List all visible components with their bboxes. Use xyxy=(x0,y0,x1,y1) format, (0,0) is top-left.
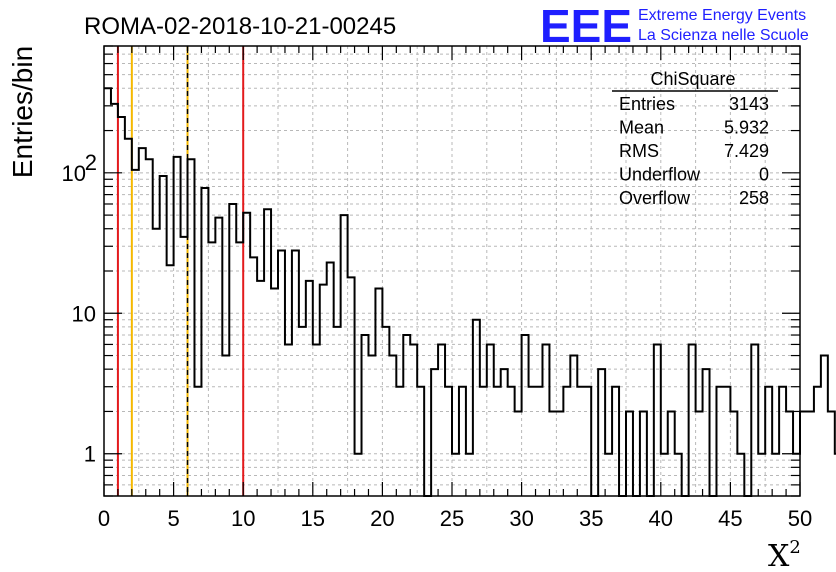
x-tick-label: 10 xyxy=(231,506,255,531)
stats-row-value: 0 xyxy=(759,165,769,185)
x-axis-title-base: X xyxy=(768,539,790,572)
y-tick-label: 10 xyxy=(72,301,96,326)
stats-row-value: 258 xyxy=(739,188,769,208)
x-tick-label: 40 xyxy=(649,506,673,531)
histogram-outline xyxy=(104,87,836,497)
x-tick-label: 5 xyxy=(167,506,179,531)
eee-logo: EEE Extreme Energy Events La Scienza nel… xyxy=(540,0,809,52)
x-tick-label: 30 xyxy=(509,506,533,531)
chart-title: ROMA-02-2018-10-21-00245 xyxy=(84,13,396,40)
stats-row-value: 5.932 xyxy=(724,118,769,138)
y-tick-label: 1 xyxy=(84,442,96,467)
y-tick-label-exponent: 2 xyxy=(85,150,97,175)
stats-row-value: 3143 xyxy=(729,94,769,114)
y-tick-label: 10 xyxy=(62,161,86,186)
y-axis-title: Entries/bin xyxy=(7,46,38,178)
x-tick-label: 35 xyxy=(579,506,603,531)
x-tick-label: 45 xyxy=(718,506,742,531)
x-axis-title-superscript: 2 xyxy=(789,537,800,558)
logo-line-2: La Scienza nelle Scuole xyxy=(638,27,809,44)
x-tick-label: 50 xyxy=(788,506,812,531)
stats-row-label: Underflow xyxy=(619,165,701,185)
x-tick-label: 20 xyxy=(370,506,394,531)
marker-lines xyxy=(116,46,245,496)
stats-row-value: 7.429 xyxy=(724,141,769,161)
logo-line-1: Extreme Energy Events xyxy=(638,7,806,24)
stats-row-label: Mean xyxy=(619,118,664,138)
x-tick-label: 25 xyxy=(440,506,464,531)
stats-box: ChiSquare Entries 3143 Mean 5.932 RMS 7.429 Und… xyxy=(612,69,778,208)
logo-mark: EEE xyxy=(540,0,632,52)
stats-row-label: RMS xyxy=(619,141,659,161)
histogram xyxy=(104,87,836,497)
stats-title: ChiSquare xyxy=(650,69,735,89)
x-tick-label: 15 xyxy=(301,506,325,531)
stats-row-label: Entries xyxy=(619,94,675,114)
stats-row-label: Overflow xyxy=(619,188,691,208)
x-tick-label: 0 xyxy=(98,506,110,531)
x-axis-title: X2 xyxy=(768,537,801,572)
